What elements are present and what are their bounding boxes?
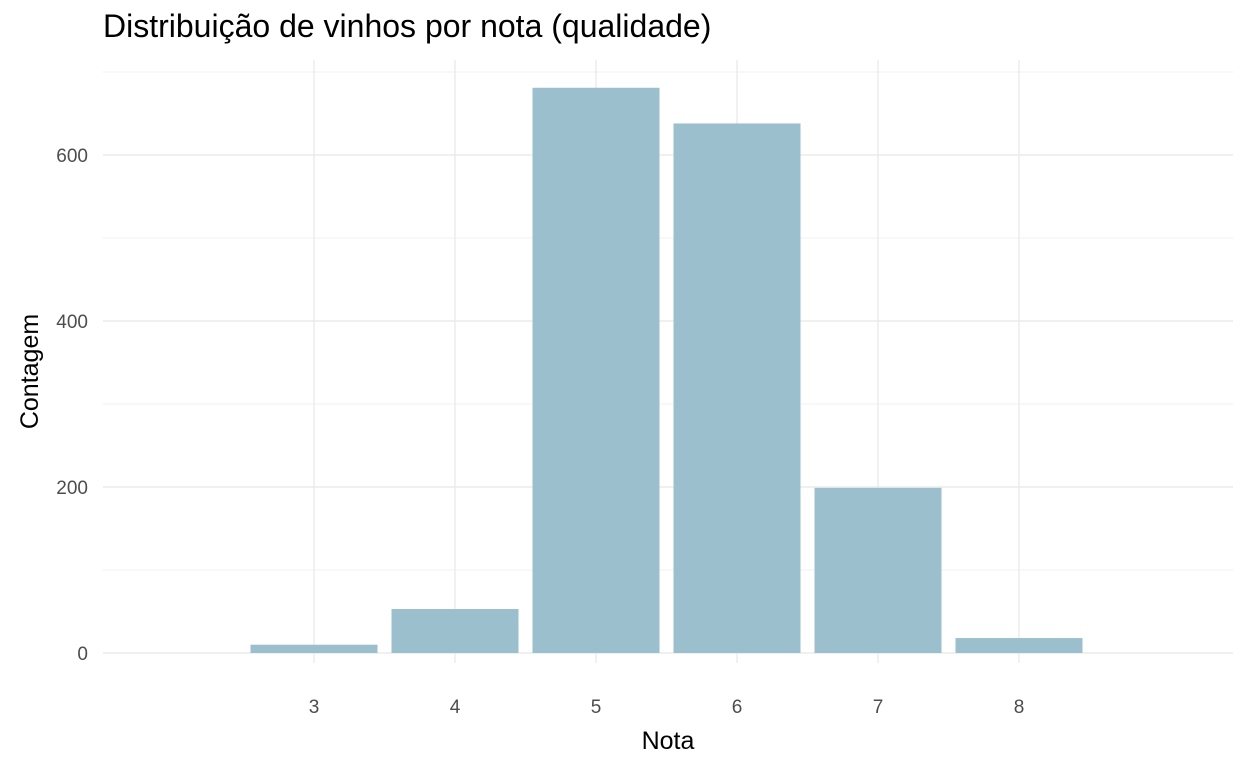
x-tick-label: 7 — [873, 697, 884, 718]
bar-nota-6 — [673, 123, 801, 653]
x-tick-label: 6 — [732, 697, 743, 718]
y-axis-ticks: 0 200 400 600 — [56, 146, 88, 665]
y-tick-label: 600 — [56, 146, 88, 167]
bar-nota-4 — [391, 609, 519, 653]
y-tick-label: 400 — [56, 312, 88, 333]
x-tick-label: 4 — [450, 697, 461, 718]
chart-title: Distribuição de vinhos por nota (qualida… — [103, 8, 712, 44]
x-tick-label: 3 — [309, 697, 320, 718]
bars — [250, 87, 1083, 653]
x-axis-title: Nota — [642, 727, 695, 755]
x-tick-label: 5 — [591, 697, 602, 718]
x-axis-ticks: 3 4 5 6 7 8 — [309, 697, 1025, 718]
y-tick-label: 200 — [56, 478, 88, 499]
bar-nota-3 — [250, 644, 378, 653]
bar-nota-8 — [955, 638, 1083, 653]
x-tick-label: 8 — [1014, 697, 1025, 718]
y-tick-label: 0 — [77, 644, 88, 665]
grid-lines — [103, 60, 1233, 663]
y-axis-title: Contagem — [16, 314, 44, 429]
bar-nota-5 — [532, 87, 660, 653]
bar-nota-7 — [814, 487, 942, 653]
